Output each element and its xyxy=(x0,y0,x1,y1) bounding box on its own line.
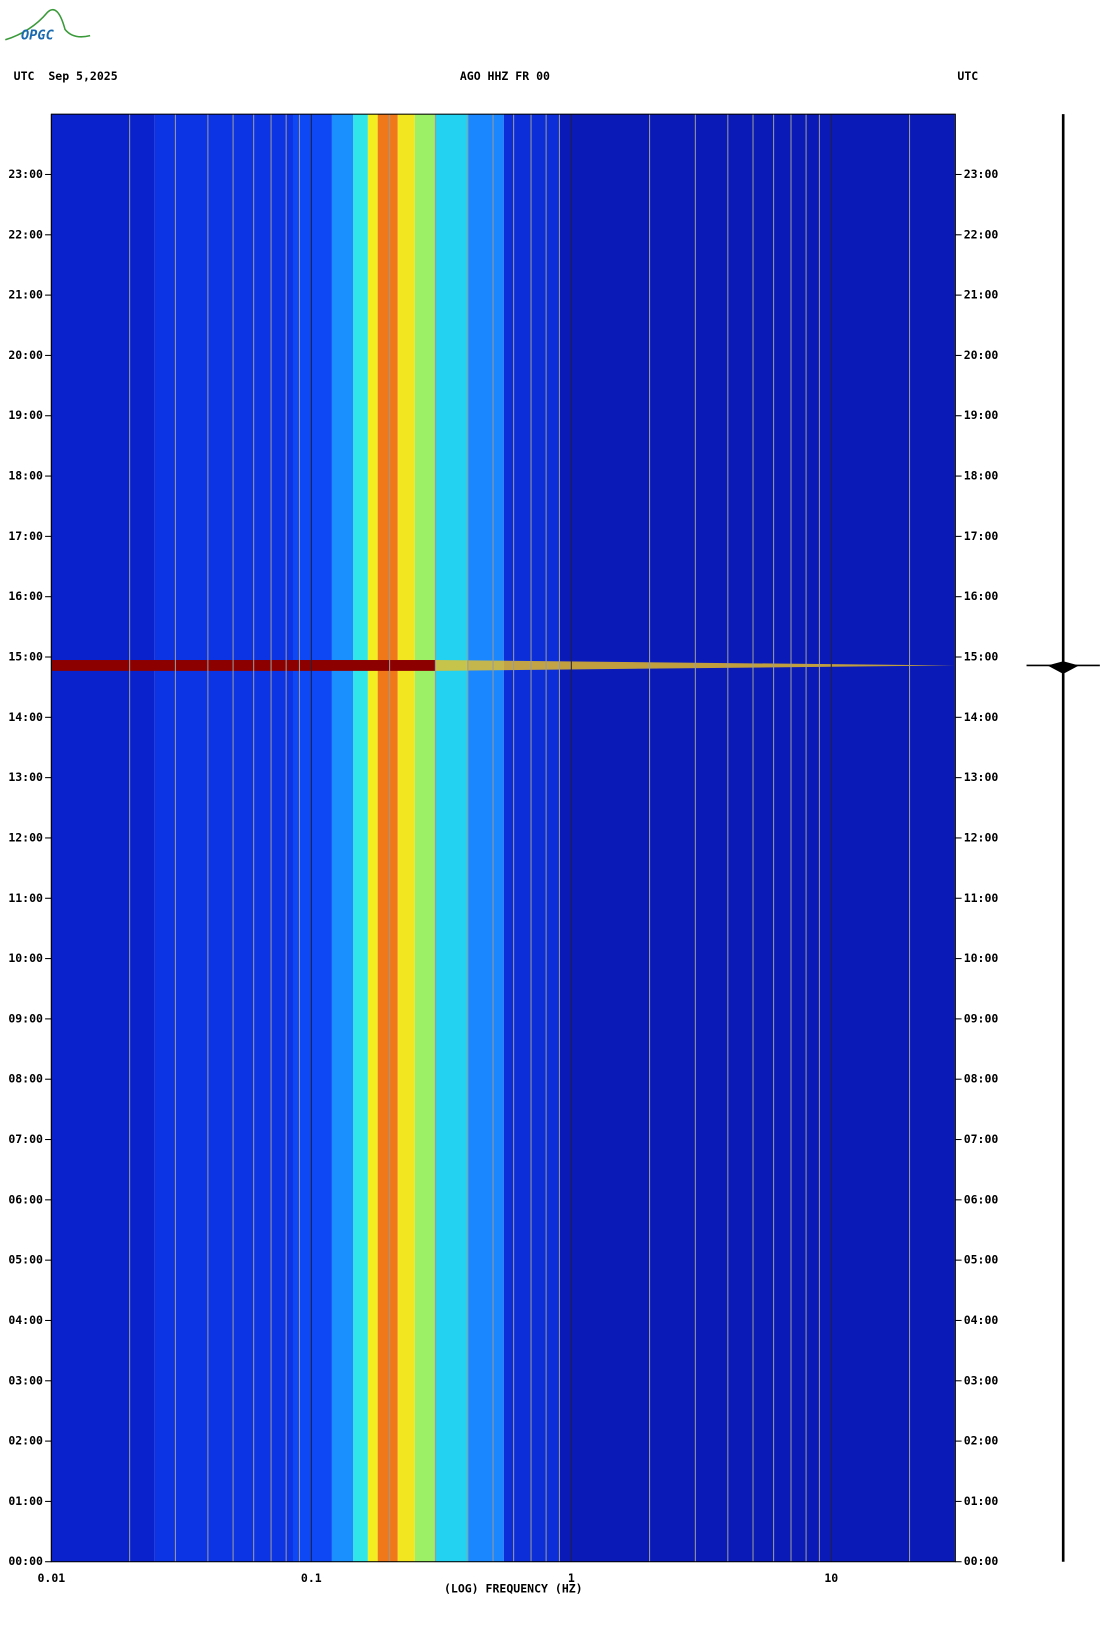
y-tick-label: 00:00 xyxy=(964,1554,999,1568)
y-tick-label: 12:00 xyxy=(8,830,43,844)
spectral-band xyxy=(503,114,560,1562)
spectral-band xyxy=(154,114,293,1562)
y-tick-label: 04:00 xyxy=(964,1313,999,1327)
y-tick-label: 00:00 xyxy=(8,1554,43,1568)
y-tick-label: 13:00 xyxy=(8,770,43,784)
y-tick-label: 10:00 xyxy=(8,951,43,965)
spectral-band xyxy=(331,114,354,1562)
y-tick-label: 15:00 xyxy=(964,650,999,664)
y-tick-label: 18:00 xyxy=(8,469,43,483)
y-tick-label: 02:00 xyxy=(8,1434,43,1448)
y-tick-label: 01:00 xyxy=(8,1494,43,1508)
y-tick-label: 08:00 xyxy=(964,1072,999,1086)
y-tick-label: 20:00 xyxy=(964,348,999,362)
trace-burst xyxy=(1047,661,1079,674)
y-tick-label: 07:00 xyxy=(964,1132,999,1146)
spectral-band xyxy=(435,114,468,1562)
y-tick-label: 11:00 xyxy=(8,891,43,905)
y-tick-label: 19:00 xyxy=(964,408,999,422)
y-tick-label: 23:00 xyxy=(964,167,999,181)
spectral-band xyxy=(377,114,398,1562)
spectral-band xyxy=(353,114,368,1562)
spectral-band xyxy=(51,114,155,1562)
y-tick-label: 23:00 xyxy=(8,167,43,181)
logo-mark xyxy=(5,8,91,41)
y-tick-label: 06:00 xyxy=(964,1192,999,1206)
y-tick-label: 19:00 xyxy=(8,408,43,422)
y-tick-label: 09:00 xyxy=(8,1011,43,1025)
x-axis-label: (LOG) FREQUENCY (HZ) xyxy=(444,1581,583,1595)
spectral-band xyxy=(292,114,332,1562)
y-tick-label: 07:00 xyxy=(8,1132,43,1146)
y-tick-label: 16:00 xyxy=(8,589,43,603)
y-tick-label: 17:00 xyxy=(964,529,999,543)
y-tick-label: 22:00 xyxy=(8,227,43,241)
y-tick-label: 04:00 xyxy=(8,1313,43,1327)
y-tick-label: 20:00 xyxy=(8,348,43,362)
spectral-band xyxy=(414,114,436,1562)
y-tick-label: 13:00 xyxy=(964,770,999,784)
y-tick-label: 12:00 xyxy=(964,830,999,844)
header-left: UTC Sep 5,2025 xyxy=(14,69,118,83)
event-band xyxy=(51,660,436,671)
y-tick-label: 09:00 xyxy=(964,1011,999,1025)
y-tick-label: 15:00 xyxy=(8,650,43,664)
y-tick-label: 18:00 xyxy=(964,469,999,483)
header-right: UTC xyxy=(957,69,978,83)
y-tick-label: 03:00 xyxy=(8,1373,43,1387)
y-tick-label: 08:00 xyxy=(8,1072,43,1086)
y-tick-label: 10:00 xyxy=(964,951,999,965)
y-tick-label: 17:00 xyxy=(8,529,43,543)
x-tick-label: 1 xyxy=(568,1571,575,1585)
spectral-band xyxy=(397,114,415,1562)
spectral-band xyxy=(367,114,378,1562)
y-tick-label: 21:00 xyxy=(8,288,43,302)
y-tick-label: 11:00 xyxy=(964,891,999,905)
y-tick-label: 16:00 xyxy=(964,589,999,603)
y-tick-label: 14:00 xyxy=(8,710,43,724)
y-tick-label: 05:00 xyxy=(964,1253,999,1267)
plot-frame xyxy=(50,113,956,1563)
y-tick-label: 01:00 xyxy=(964,1494,999,1508)
x-tick-label: 0.1 xyxy=(301,1571,322,1585)
y-tick-label: 02:00 xyxy=(964,1434,999,1448)
chart-title: AGO HHZ FR 00 xyxy=(460,69,550,83)
y-tick-label: 06:00 xyxy=(8,1192,43,1206)
y-tick-label: 14:00 xyxy=(964,710,999,724)
y-tick-label: 21:00 xyxy=(964,288,999,302)
y-tick-label: 05:00 xyxy=(8,1253,43,1267)
spectral-band xyxy=(559,114,956,1562)
y-tick-label: 22:00 xyxy=(964,227,999,241)
logo: OPGC xyxy=(21,28,55,44)
x-tick-label: 0.01 xyxy=(38,1571,66,1585)
y-tick-label: 03:00 xyxy=(964,1373,999,1387)
x-tick-label: 10 xyxy=(824,1571,838,1585)
spectral-band xyxy=(467,114,504,1562)
